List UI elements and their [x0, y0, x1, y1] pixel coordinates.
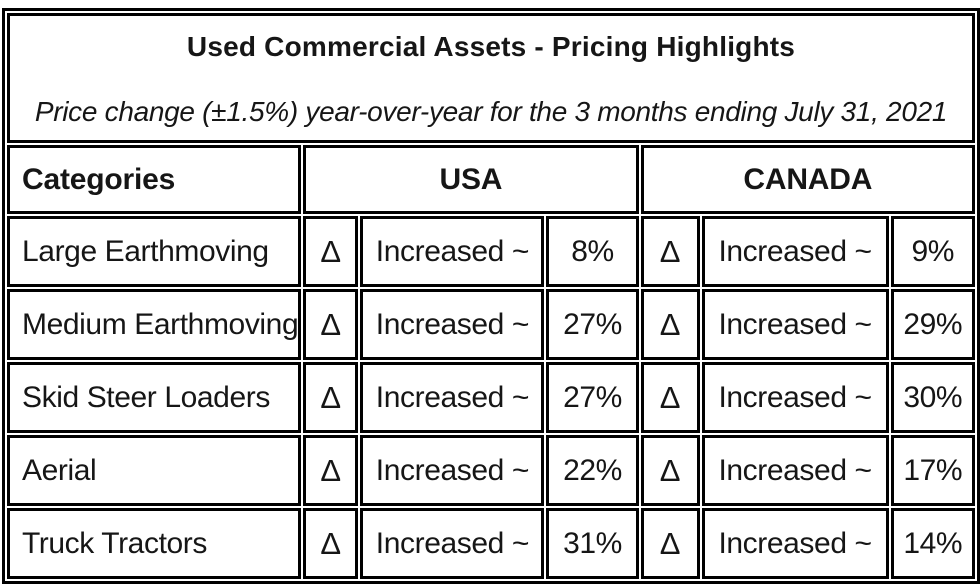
category-cell: Truck Tractors: [7, 508, 302, 579]
usa-direction-cell: Increased ~: [360, 216, 545, 287]
delta-symbol: Δ: [640, 508, 700, 579]
usa-direction-cell: Increased ~: [360, 435, 545, 506]
canada-direction-cell: Increased ~: [701, 435, 889, 506]
usa-direction-cell: Increased ~: [360, 289, 545, 360]
delta-symbol: Δ: [303, 435, 359, 506]
category-cell: Aerial: [7, 435, 302, 506]
canada-direction-cell: Increased ~: [701, 362, 889, 433]
usa-percent-cell: 27%: [546, 289, 639, 360]
column-header-categories: Categories: [7, 145, 302, 214]
canada-direction-cell: Increased ~: [701, 289, 889, 360]
column-header-usa: USA: [303, 145, 639, 214]
header-row: Categories USA CANADA: [7, 145, 975, 214]
category-cell: Skid Steer Loaders: [7, 362, 302, 433]
delta-symbol: Δ: [640, 362, 700, 433]
column-header-canada: CANADA: [640, 145, 975, 214]
usa-direction-cell: Increased ~: [360, 362, 545, 433]
page-title: Used Commercial Assets - Pricing Highlig…: [186, 31, 796, 62]
category-cell: Medium Earthmoving: [7, 289, 302, 360]
delta-symbol: Δ: [640, 435, 700, 506]
canada-direction-cell: Increased ~: [701, 508, 889, 579]
delta-symbol: Δ: [640, 289, 700, 360]
table-row: Large Earthmoving Δ Increased ~ 8% Δ Inc…: [7, 216, 975, 287]
delta-symbol: Δ: [303, 289, 359, 360]
category-cell: Large Earthmoving: [7, 216, 302, 287]
usa-percent-cell: 8%: [546, 216, 639, 287]
canada-percent-cell: 29%: [890, 289, 975, 360]
table-row: Medium Earthmoving Δ Increased ~ 27% Δ I…: [7, 289, 975, 360]
title-row: Used Commercial Assets - Pricing Highlig…: [7, 13, 975, 143]
canada-percent-cell: 9%: [890, 216, 975, 287]
delta-symbol: Δ: [303, 508, 359, 579]
usa-percent-cell: 27%: [546, 362, 639, 433]
table-row: Skid Steer Loaders Δ Increased ~ 27% Δ I…: [7, 362, 975, 433]
delta-symbol: Δ: [640, 216, 700, 287]
title-cell: Used Commercial Assets - Pricing Highlig…: [7, 13, 975, 143]
subtitle: Price change (±1.5%) year-over-year for …: [34, 96, 948, 127]
canada-percent-cell: 14%: [890, 508, 975, 579]
usa-direction-cell: Increased ~: [360, 508, 545, 579]
delta-symbol: Δ: [303, 362, 359, 433]
pricing-highlights-table: Used Commercial Assets - Pricing Highlig…: [2, 8, 980, 584]
canada-percent-cell: 30%: [890, 362, 975, 433]
canada-direction-cell: Increased ~: [701, 216, 889, 287]
table-row: Aerial Δ Increased ~ 22% Δ Increased ~ 1…: [7, 435, 975, 506]
delta-symbol: Δ: [303, 216, 359, 287]
table-row: Truck Tractors Δ Increased ~ 31% Δ Incre…: [7, 508, 975, 579]
usa-percent-cell: 22%: [546, 435, 639, 506]
usa-percent-cell: 31%: [546, 508, 639, 579]
canada-percent-cell: 17%: [890, 435, 975, 506]
